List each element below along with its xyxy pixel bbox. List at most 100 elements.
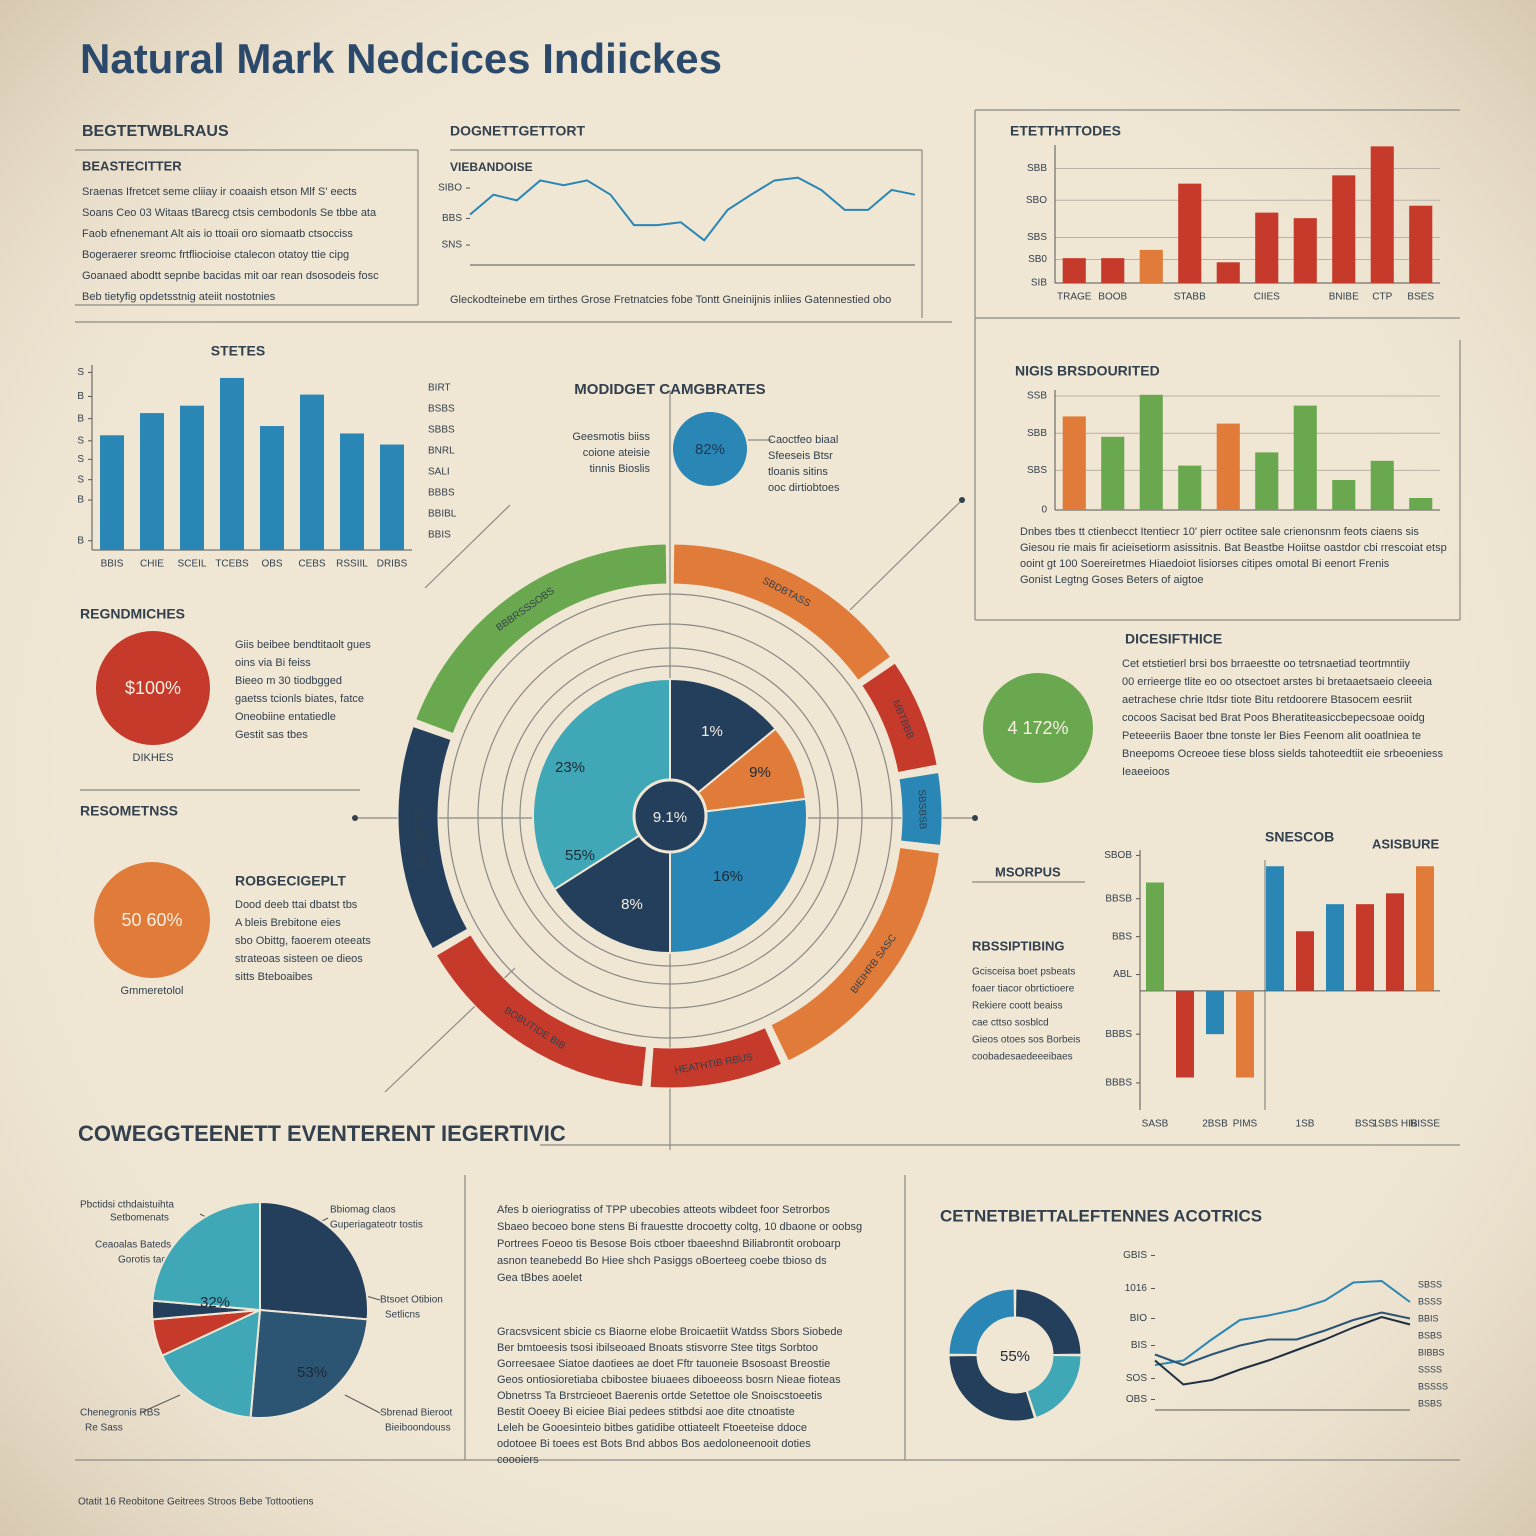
bar [1206, 990, 1224, 1035]
x-tick-label: CHIE [140, 559, 164, 570]
paragraph-line: Gestit sas tbes [235, 729, 308, 741]
ring-segment [672, 543, 892, 681]
heading: DICESIFTHICE [1125, 631, 1222, 647]
slice-label: 55% [1000, 1348, 1030, 1365]
callout: Re Sass [85, 1423, 123, 1434]
y-tick-label: SIB [1031, 278, 1047, 289]
x-tick-label: BNIBE [1329, 292, 1359, 303]
heading: RESOMETNSS [80, 803, 178, 819]
x-tick-label: CIIES [1254, 292, 1280, 303]
x-tick-label: 2BSB [1202, 1119, 1228, 1130]
ring-segment [1015, 1288, 1082, 1355]
y-tick-label: SOS [1126, 1373, 1147, 1384]
bar [1332, 480, 1356, 510]
bar [1255, 452, 1279, 510]
paragraph-line: coooiers [497, 1454, 539, 1466]
paragraph-line: Gracsvsicent sbicie cs Biaorne elobe Bro… [497, 1326, 843, 1338]
bar [1255, 212, 1279, 283]
bar [1356, 904, 1374, 991]
ring-segment [898, 771, 943, 846]
paragraph-line: Otatit 16 Reobitone Geitrees Stroos Bebe… [78, 1497, 314, 1508]
chart-title: SNESCOB [1265, 829, 1334, 845]
kpi-value: 50 60% [121, 910, 182, 930]
paragraph-line: BBBS [428, 488, 455, 499]
x-tick-label: TRAGE [1057, 292, 1092, 303]
bar [1409, 498, 1433, 510]
y-tick-label: BBSB [1105, 893, 1132, 904]
x-tick-label: 1SB [1296, 1119, 1315, 1130]
y-tick-label: SIBO [438, 183, 462, 194]
paragraph-line: Gieos otoes sos Borbeis [972, 1035, 1080, 1046]
bar [1326, 904, 1344, 991]
chart-title: NIGIS BRSDOURITED [1015, 363, 1160, 379]
paragraph-line: odotoee Bi toees est Bots Bnd abbos Bos … [497, 1438, 811, 1450]
bar [1266, 866, 1284, 991]
x-tick-label: BOOB [1098, 292, 1127, 303]
paragraph-line: BSSS [1418, 1296, 1442, 1306]
y-tick-label: S [77, 474, 84, 485]
callout: Setbomenats [110, 1213, 169, 1224]
callout: Bbiomag claos [330, 1205, 396, 1216]
bar [220, 377, 244, 550]
paragraph-line: Ber bmtoeesis tsosi ibilseoaed Bnoats st… [497, 1342, 818, 1354]
paragraph-line: Dood deeb ttai dbatst tbs [235, 899, 358, 911]
paragraph-line: sbo Obittg, faoerem oteeats [235, 935, 371, 947]
paragraph-line: aetrachese chrie Itdsr tiote Bitu retdoo… [1122, 694, 1412, 706]
heading: MODIDGET CAMGBRATES [574, 381, 765, 398]
slice [552, 814, 671, 955]
heading: RBSSIPTIBING [972, 938, 1064, 953]
x-tick-label: SCEIL [178, 559, 207, 570]
heading: MSORPUS [995, 864, 1061, 879]
paragraph-line: cocoos Sacisat bed Brat Poos Bheratiteas… [1122, 712, 1425, 724]
paragraph-line: Faob efnenemant Alt ais io ttoaii oro si… [82, 228, 353, 240]
x-tick-label: TCEBS [215, 559, 249, 570]
x-tick-label: STABB [1174, 292, 1206, 303]
slice-label: 16% [713, 868, 743, 885]
slice [160, 1308, 262, 1419]
paragraph-line: BBIBL [428, 509, 457, 520]
paragraph-line: tloanis sitins [768, 466, 828, 478]
slice-label: 23% [555, 759, 585, 776]
paragraph-line: ooint gt 100 Soereiretmes Hiaedoiot lisi… [1020, 558, 1390, 570]
line-series [469, 176, 916, 242]
paragraph-line: 00 errieerge tlite eo oo otsectoet arste… [1122, 676, 1433, 688]
paragraph-line: Ieaeeioos [1122, 766, 1170, 778]
guide-ring [501, 647, 839, 985]
slice-label: 1% [701, 723, 723, 740]
bar [1416, 866, 1434, 991]
ring-segment [948, 1288, 1015, 1355]
kpi-circle [96, 631, 210, 745]
paragraph-line: BIBBS [1418, 1347, 1445, 1357]
x-tick-label: OBS [261, 559, 282, 570]
y-tick-label: ABL [1113, 969, 1132, 980]
bar [1293, 405, 1317, 510]
x-tick-label: 1SBS HIB [1372, 1119, 1417, 1130]
bar [1386, 893, 1404, 991]
paragraph-line: oins via Bi feiss [235, 657, 311, 669]
paragraph-line: Cet etstietierl brsi bos brraeestte oo t… [1122, 658, 1410, 670]
callout: Bieiboondouss [385, 1423, 451, 1434]
slice-label: 55% [565, 847, 595, 864]
paragraph-line: Goanaed abodtt sepnbe bacidas mit oar re… [82, 270, 379, 282]
paragraph-line: sitts Bteboaibes [235, 971, 313, 983]
y-tick-label: BBS [442, 213, 462, 224]
y-tick-label: SBOB [1104, 850, 1132, 861]
center-hub [632, 778, 708, 854]
paragraph-line: Sbaeo becoeo bone stens Bi frauestte dro… [497, 1221, 862, 1233]
pointer-line [424, 504, 511, 589]
bar [1332, 175, 1356, 283]
paragraph-line: Giesou rie mais fir acieisetiorm asissit… [1020, 542, 1447, 554]
paragraph-line: SALI [428, 467, 450, 478]
ring-segment [435, 934, 648, 1088]
paragraph-line: asnon teanebedd Bo Hiee shch Pasiggs oBo… [497, 1255, 827, 1267]
pointer-line [849, 499, 963, 611]
slice-label: 9% [749, 764, 771, 781]
y-tick-label: S [77, 454, 84, 465]
slice-label: 8% [621, 896, 643, 913]
paragraph-line: Dnbes tbes tt ctienbecct Itentiecr 10' p… [1020, 526, 1419, 538]
paragraph-line: Oneobiine entatiedle [235, 711, 336, 723]
chart-title: STETES [211, 343, 265, 359]
paragraph-line: Afes b oieriogratiss of TPP ubecobies at… [497, 1204, 830, 1216]
bar [1293, 218, 1317, 283]
paragraph-line: cae cttso sosblcd [972, 1018, 1049, 1029]
